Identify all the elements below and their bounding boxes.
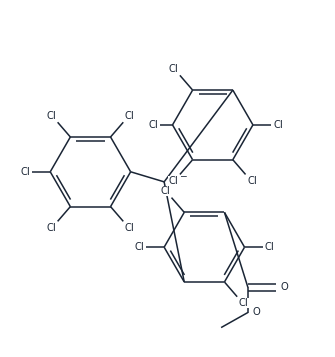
Text: Cl: Cl	[125, 111, 135, 121]
Text: Cl: Cl	[46, 111, 56, 121]
Text: Cl: Cl	[239, 298, 249, 308]
Text: O: O	[280, 282, 288, 292]
Text: O: O	[252, 307, 260, 317]
Text: Cl: Cl	[265, 242, 274, 252]
Text: Cl: Cl	[134, 242, 144, 252]
Text: −: −	[179, 171, 187, 180]
Text: Cl: Cl	[160, 186, 170, 196]
Text: Cl: Cl	[169, 64, 178, 74]
Text: Cl: Cl	[20, 167, 30, 177]
Text: C: C	[169, 176, 176, 186]
Text: Cl: Cl	[273, 120, 283, 130]
Text: Cl: Cl	[125, 223, 135, 233]
Text: Cl: Cl	[169, 176, 178, 186]
Text: Cl: Cl	[46, 223, 56, 233]
Text: Cl: Cl	[247, 176, 257, 186]
Text: Cl: Cl	[148, 120, 158, 130]
